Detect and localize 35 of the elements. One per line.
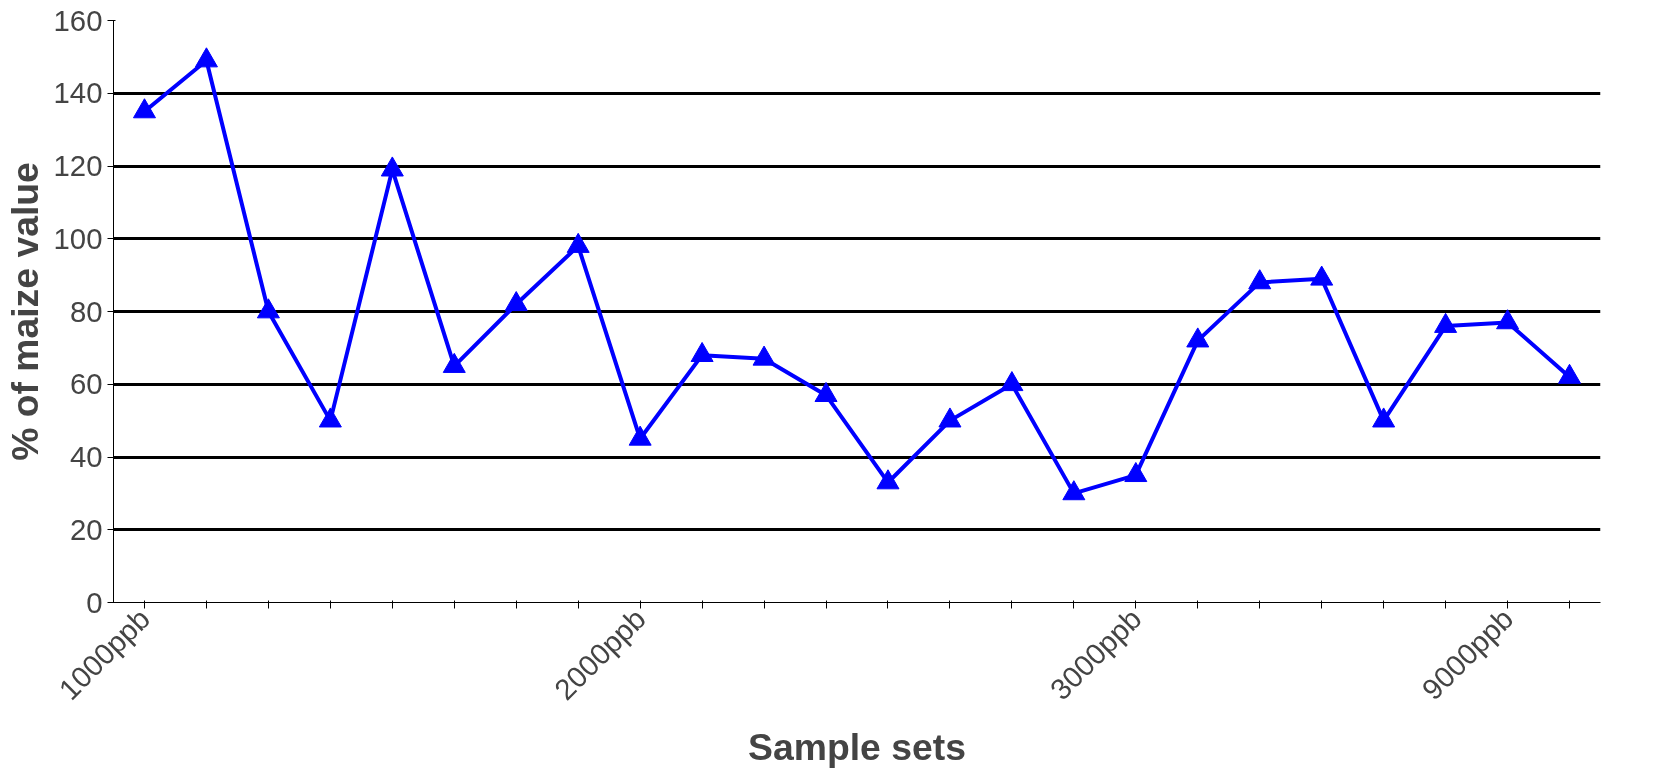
point [132, 98, 156, 119]
y-tick-label: 0 [86, 585, 103, 619]
point [318, 407, 342, 428]
point [1434, 312, 1458, 333]
point [504, 291, 528, 312]
point [1558, 363, 1582, 384]
point [1000, 371, 1024, 392]
y-tick-label: 80 [69, 294, 103, 328]
point [690, 341, 714, 362]
y-tick-label: 100 [53, 221, 103, 255]
point [814, 381, 838, 403]
point [442, 352, 466, 373]
point [256, 298, 280, 319]
point [1310, 265, 1334, 286]
point [194, 47, 218, 68]
y-tick-label: 40 [69, 440, 103, 473]
x-axis-title: Sample sets [748, 725, 966, 768]
point [566, 232, 590, 253]
y-tick-label: 120 [53, 149, 103, 182]
point [1186, 327, 1210, 348]
y-tick-label: 20 [69, 512, 103, 546]
point [1248, 269, 1272, 290]
point [380, 156, 404, 177]
y-tick-label: 60 [69, 367, 103, 401]
point [876, 469, 900, 490]
y-axis-title: % of maize value [3, 162, 46, 461]
y-tick-label: 160 [53, 3, 103, 37]
point [938, 407, 962, 428]
y-tick-label: 140 [53, 76, 103, 110]
point [628, 425, 652, 446]
point [1124, 461, 1148, 483]
point [752, 345, 776, 366]
point [1496, 309, 1520, 330]
point [1372, 407, 1396, 428]
point [1062, 480, 1086, 501]
